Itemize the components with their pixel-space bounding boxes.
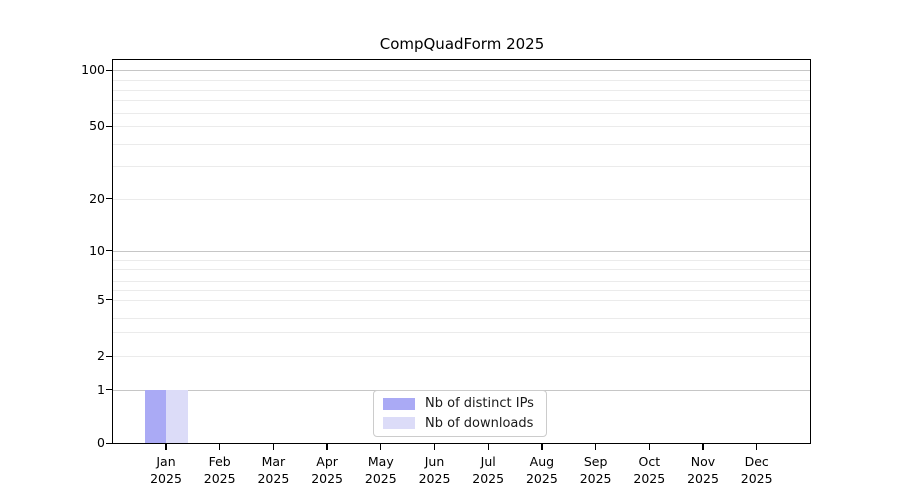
- minor-gridline: [113, 356, 811, 357]
- y-tick-label: 50: [89, 118, 105, 133]
- x-tick-label: Oct 2025: [633, 454, 666, 486]
- y-tick-mark: [106, 442, 112, 444]
- x-tick-mark: [326, 444, 328, 450]
- y-tick-mark: [106, 389, 112, 391]
- x-tick-label: Aug 2025: [525, 454, 558, 486]
- legend-label-distinct-ips: Nb of distinct IPs: [425, 396, 534, 412]
- y-tick-mark: [106, 69, 112, 71]
- x-tick-mark: [648, 444, 650, 450]
- x-tick-label: Nov 2025: [687, 454, 719, 486]
- x-tick-label: Sep 2025: [579, 454, 612, 486]
- x-tick-mark: [541, 444, 543, 450]
- y-tick-label: 5: [97, 291, 105, 307]
- legend-item-distinct-ips: Nb of distinct IPs: [383, 394, 537, 414]
- x-tick-mark: [380, 444, 382, 450]
- minor-gridline: [113, 317, 811, 319]
- x-tick-mark: [702, 444, 704, 450]
- x-tick-label: Mar 2025: [257, 454, 290, 486]
- minor-gridline: [113, 143, 811, 145]
- minor-gridline: [113, 290, 811, 291]
- minor-gridline: [113, 281, 811, 282]
- y-tick-label: 0: [97, 435, 105, 450]
- y-tick-mark: [106, 355, 112, 357]
- minor-gridline: [113, 126, 811, 127]
- y-tick-mark: [106, 250, 112, 252]
- x-tick-mark: [219, 444, 221, 450]
- x-tick-label: Jun 2025: [418, 454, 451, 486]
- minor-gridline: [113, 269, 811, 270]
- x-tick-mark: [272, 444, 275, 450]
- legend-item-downloads: Nb of downloads: [383, 414, 537, 434]
- x-tick-mark: [594, 444, 597, 450]
- y-tick-label: 1: [97, 381, 105, 397]
- x-tick-label: Dec 2025: [740, 454, 773, 486]
- y-tick-mark: [106, 125, 112, 127]
- minor-gridline: [113, 259, 811, 261]
- minor-gridline: [113, 166, 811, 167]
- minor-gridline: [113, 90, 811, 91]
- y-tick-label: 2: [97, 348, 105, 363]
- x-tick-mark: [433, 444, 436, 450]
- x-tick-label: Jan 2025: [150, 454, 182, 486]
- x-tick-label: Apr 2025: [311, 454, 343, 486]
- x-tick-label: Feb 2025: [203, 454, 236, 486]
- y-tick-mark: [106, 198, 112, 200]
- minor-gridline: [113, 80, 811, 81]
- y-tick-label: 100: [81, 62, 105, 77]
- y-tick-mark: [106, 299, 112, 301]
- x-tick-mark: [487, 444, 489, 450]
- y-tick-label: 20: [89, 190, 105, 206]
- x-tick-label: May 2025: [364, 454, 397, 486]
- legend-swatch-downloads-icon: [383, 417, 415, 430]
- y-tick-label: 10: [89, 242, 105, 258]
- bar-distinct-ips-jan-2025: [144, 389, 166, 443]
- minor-gridline: [113, 299, 811, 301]
- x-tick-mark: [165, 444, 167, 450]
- major-gridline: [113, 70, 811, 71]
- minor-gridline: [113, 100, 811, 101]
- x-tick-mark: [756, 444, 758, 450]
- minor-gridline: [113, 332, 811, 333]
- legend-swatch-distinct-ips-icon: [383, 397, 415, 410]
- chart-title: CompQuadForm 2025: [379, 35, 545, 53]
- legend: Nb of distinct IPs Nb of downloads: [373, 390, 547, 437]
- legend-label-downloads: Nb of downloads: [425, 415, 534, 431]
- minor-gridline: [113, 198, 811, 200]
- major-gridline: [113, 250, 811, 252]
- minor-gridline: [113, 112, 811, 114]
- x-tick-label: Jul 2025: [472, 454, 505, 486]
- bar-downloads-jan-2025: [166, 389, 188, 443]
